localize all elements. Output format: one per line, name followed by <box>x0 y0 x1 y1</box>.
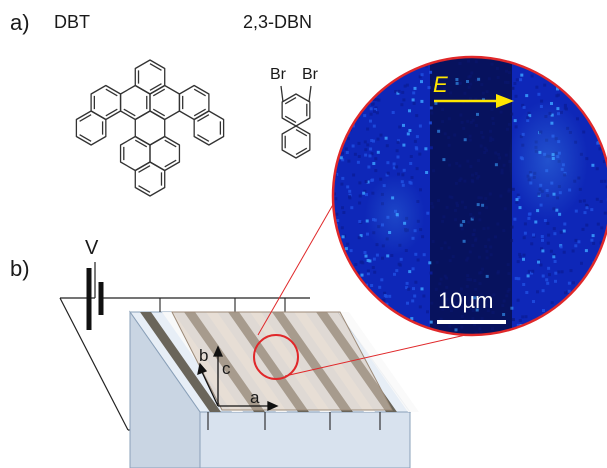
scale-bar-label: 10µm <box>438 288 493 313</box>
voltage-label: V <box>85 237 99 259</box>
axis-b-label: b <box>199 346 208 365</box>
battery-icon <box>86 268 104 330</box>
crystal-plate <box>171 311 393 411</box>
panel-a-label: a) <box>10 10 30 35</box>
axis-a-label: a <box>250 388 260 407</box>
dbt-label: DBT <box>54 12 90 32</box>
axis-c-label: c <box>222 359 231 378</box>
field-label: E <box>433 72 448 97</box>
dbn-label: 2,3-DBN <box>243 12 312 32</box>
bromine-label-2: Br <box>302 66 319 83</box>
inset-border <box>331 55 607 337</box>
electrode-leads <box>159 298 381 430</box>
bromine-label-1: Br <box>270 66 287 83</box>
crystal-axes <box>197 345 279 412</box>
dbn-structure <box>280 85 312 159</box>
dbt-structure <box>75 59 225 197</box>
panel-b-label: b) <box>10 256 30 281</box>
field-arrow <box>434 94 514 108</box>
